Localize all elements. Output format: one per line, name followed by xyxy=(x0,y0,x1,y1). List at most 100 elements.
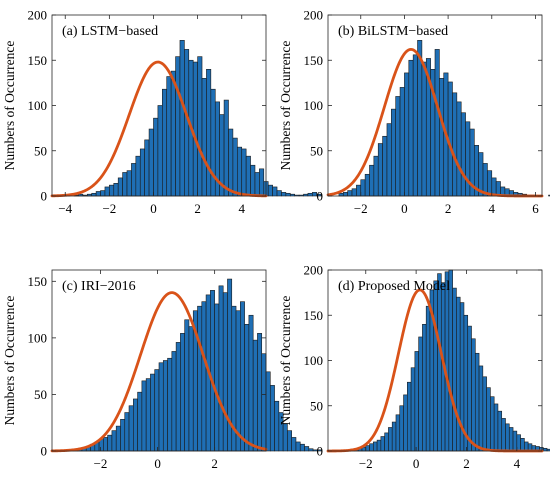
histogram-bar xyxy=(373,155,379,197)
y-tick-label: 50 xyxy=(34,143,47,158)
histogram-bar xyxy=(437,273,442,452)
histogram-bar xyxy=(148,128,154,197)
histogram-bar xyxy=(154,369,160,452)
histogram-bar xyxy=(153,117,159,197)
panel-title: (d) Proposed Model xyxy=(338,279,450,294)
histogram-bar xyxy=(254,172,260,197)
histogram-bar xyxy=(407,381,412,452)
histogram-bar xyxy=(365,445,370,452)
x-tick-label: 6 xyxy=(532,201,539,216)
histogram-bar xyxy=(137,391,143,452)
histogram-bar xyxy=(465,121,471,197)
histogram-bar xyxy=(487,170,493,197)
histogram-bar xyxy=(285,192,291,197)
histogram-bar xyxy=(166,76,172,197)
histogram-bar xyxy=(433,280,438,452)
x-tick-label: 2 xyxy=(463,456,470,471)
histogram-bar xyxy=(395,96,401,197)
histogram-bar xyxy=(245,155,251,197)
y-axis-label: Numbers of Occurrence xyxy=(278,296,293,426)
histogram-bar xyxy=(391,421,397,452)
histogram-bar xyxy=(240,301,245,452)
histogram-bar xyxy=(308,448,314,452)
x-tick-label: −2 xyxy=(359,456,373,471)
histogram-bar xyxy=(281,192,287,197)
histogram-bar xyxy=(456,296,461,452)
histogram-bar xyxy=(414,351,419,452)
panel-c: −2 0 2 0 50 100 150 Numbers of Occurrence (c) IR… xyxy=(2,269,322,471)
y-tick-label: 150 xyxy=(28,274,48,289)
histogram-bar xyxy=(265,371,271,452)
histogram-bar xyxy=(128,405,134,452)
histogram-bar xyxy=(206,69,212,197)
histogram-bar xyxy=(272,186,278,197)
histogram-bar xyxy=(267,184,273,197)
histogram-bar xyxy=(452,92,458,197)
histogram-bar xyxy=(282,423,288,452)
x-tick-label: 2 xyxy=(445,201,452,216)
histogram-bars xyxy=(60,278,322,452)
histogram-bar xyxy=(448,269,453,452)
x-tick-label: 4 xyxy=(238,201,245,216)
y-axis-label: Numbers of Occurrence xyxy=(278,41,293,171)
histogram-bar xyxy=(144,139,150,197)
x-tick-label: −4 xyxy=(58,201,72,216)
histogram-bar xyxy=(304,446,310,452)
histogram-bar xyxy=(360,179,366,197)
panel-a: −4 −2 0 2 4 0 50 100 150 200 Numbers of Occurrence… xyxy=(2,8,322,216)
histogram-bar xyxy=(369,164,375,197)
x-tick-label: 0 xyxy=(154,456,161,471)
histogram-bar xyxy=(486,387,491,452)
x-tick-label: 4 xyxy=(514,456,521,471)
histogram-bar xyxy=(408,59,414,197)
x-tick-label: 2 xyxy=(194,201,201,216)
y-tick-label: 100 xyxy=(304,98,324,113)
histogram-bar xyxy=(471,338,476,452)
histogram-bar xyxy=(145,378,151,452)
x-tick-label: 0 xyxy=(150,201,157,216)
panel-title: (a) LSTM−based xyxy=(62,24,158,39)
histogram-bar xyxy=(197,305,203,452)
y-tick-label: 50 xyxy=(34,387,47,402)
histogram-bar xyxy=(516,434,521,452)
normal-fit-curve xyxy=(50,291,268,453)
histogram-bar xyxy=(376,439,382,452)
histogram-bar xyxy=(399,405,404,452)
y-tick-label: 200 xyxy=(28,8,48,23)
histogram-bar xyxy=(139,148,145,197)
histogram-bar xyxy=(546,448,550,452)
histogram-bar xyxy=(403,394,408,452)
histogram-bars xyxy=(338,40,550,197)
panel-title: (b) BiLSTM−based xyxy=(338,24,448,39)
x-tick-label: 0 xyxy=(401,201,408,216)
histogram-bar xyxy=(104,186,110,197)
histogram-bar xyxy=(135,155,141,197)
y-axis-label: Numbers of Occurrence xyxy=(2,296,17,426)
y-tick-label: 50 xyxy=(310,143,323,158)
histogram-bar xyxy=(501,418,506,452)
x-tick-label: −2 xyxy=(102,201,116,216)
histogram-bar xyxy=(192,61,198,197)
y-tick-label: 0 xyxy=(41,189,48,204)
histogram-bar xyxy=(157,105,163,197)
histogram-bar xyxy=(399,87,405,197)
histogram-bar xyxy=(391,108,396,197)
histogram-bar xyxy=(404,72,410,197)
histogram-bar xyxy=(115,425,121,452)
histogram-bar xyxy=(287,430,292,452)
x-tick-label: −2 xyxy=(354,201,368,216)
histogram-bar xyxy=(117,177,123,197)
histogram-bar xyxy=(126,170,132,197)
histogram-bar xyxy=(250,164,256,197)
histogram-bar xyxy=(351,188,357,197)
histogram-bar xyxy=(113,183,119,197)
histogram-bar xyxy=(252,339,258,452)
histogram-bar xyxy=(298,194,304,197)
histogram-bar xyxy=(342,192,348,197)
histogram-bar xyxy=(373,441,378,452)
histogram-bar xyxy=(422,323,427,452)
histogram-bar xyxy=(197,56,203,197)
y-tick-label: 150 xyxy=(304,53,324,68)
y-tick-label: 100 xyxy=(304,353,324,368)
histogram-bar xyxy=(188,326,194,452)
